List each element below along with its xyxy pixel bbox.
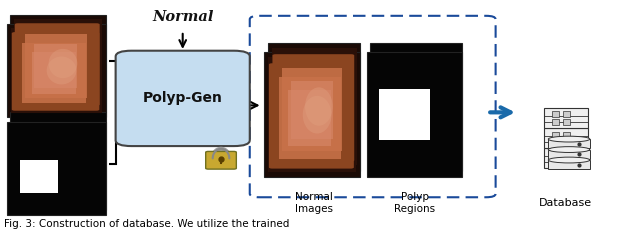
FancyBboxPatch shape [25, 34, 87, 98]
FancyBboxPatch shape [11, 28, 102, 113]
FancyBboxPatch shape [291, 81, 333, 139]
FancyBboxPatch shape [367, 52, 463, 177]
FancyBboxPatch shape [272, 48, 356, 165]
FancyBboxPatch shape [279, 77, 341, 159]
FancyBboxPatch shape [12, 32, 99, 111]
FancyBboxPatch shape [563, 160, 570, 165]
Ellipse shape [548, 157, 590, 163]
FancyBboxPatch shape [563, 152, 570, 157]
Text: Polyp
Regions: Polyp Regions [394, 192, 435, 214]
FancyBboxPatch shape [10, 112, 106, 210]
FancyBboxPatch shape [268, 57, 356, 172]
FancyBboxPatch shape [268, 43, 360, 171]
Text: Fig. 3: Construction of database. We utilize the trained: Fig. 3: Construction of database. We uti… [4, 219, 289, 229]
FancyBboxPatch shape [544, 148, 588, 168]
Ellipse shape [548, 147, 590, 153]
FancyBboxPatch shape [548, 139, 590, 148]
FancyBboxPatch shape [205, 151, 236, 169]
FancyBboxPatch shape [14, 18, 102, 108]
FancyBboxPatch shape [563, 111, 570, 117]
Text: Polyp-Gen: Polyp-Gen [143, 91, 223, 105]
FancyBboxPatch shape [116, 51, 250, 146]
FancyBboxPatch shape [544, 108, 588, 128]
FancyBboxPatch shape [20, 160, 58, 193]
Ellipse shape [303, 96, 332, 134]
FancyBboxPatch shape [269, 63, 354, 168]
Ellipse shape [49, 49, 77, 78]
FancyBboxPatch shape [552, 111, 559, 117]
FancyBboxPatch shape [552, 119, 559, 125]
FancyBboxPatch shape [32, 52, 76, 94]
FancyBboxPatch shape [34, 44, 77, 88]
FancyBboxPatch shape [7, 24, 106, 117]
FancyBboxPatch shape [544, 128, 588, 148]
FancyBboxPatch shape [563, 132, 570, 137]
Text: Database: Database [540, 198, 593, 208]
FancyBboxPatch shape [552, 139, 559, 145]
FancyBboxPatch shape [552, 160, 559, 165]
Ellipse shape [548, 136, 590, 142]
FancyBboxPatch shape [380, 89, 431, 140]
FancyBboxPatch shape [552, 152, 559, 157]
Text: Normal: Normal [152, 10, 213, 24]
FancyBboxPatch shape [563, 119, 570, 125]
FancyBboxPatch shape [548, 160, 590, 169]
FancyBboxPatch shape [22, 43, 86, 103]
Ellipse shape [47, 57, 76, 84]
FancyBboxPatch shape [289, 90, 332, 146]
FancyBboxPatch shape [273, 54, 354, 161]
FancyBboxPatch shape [264, 52, 360, 177]
Ellipse shape [305, 87, 333, 126]
FancyBboxPatch shape [282, 68, 342, 151]
FancyBboxPatch shape [552, 132, 559, 137]
FancyBboxPatch shape [371, 43, 463, 171]
FancyBboxPatch shape [7, 122, 106, 215]
FancyBboxPatch shape [548, 150, 590, 159]
FancyBboxPatch shape [10, 15, 106, 112]
FancyBboxPatch shape [15, 23, 100, 106]
FancyBboxPatch shape [563, 139, 570, 145]
Text: Normal
Images: Normal Images [294, 192, 333, 214]
